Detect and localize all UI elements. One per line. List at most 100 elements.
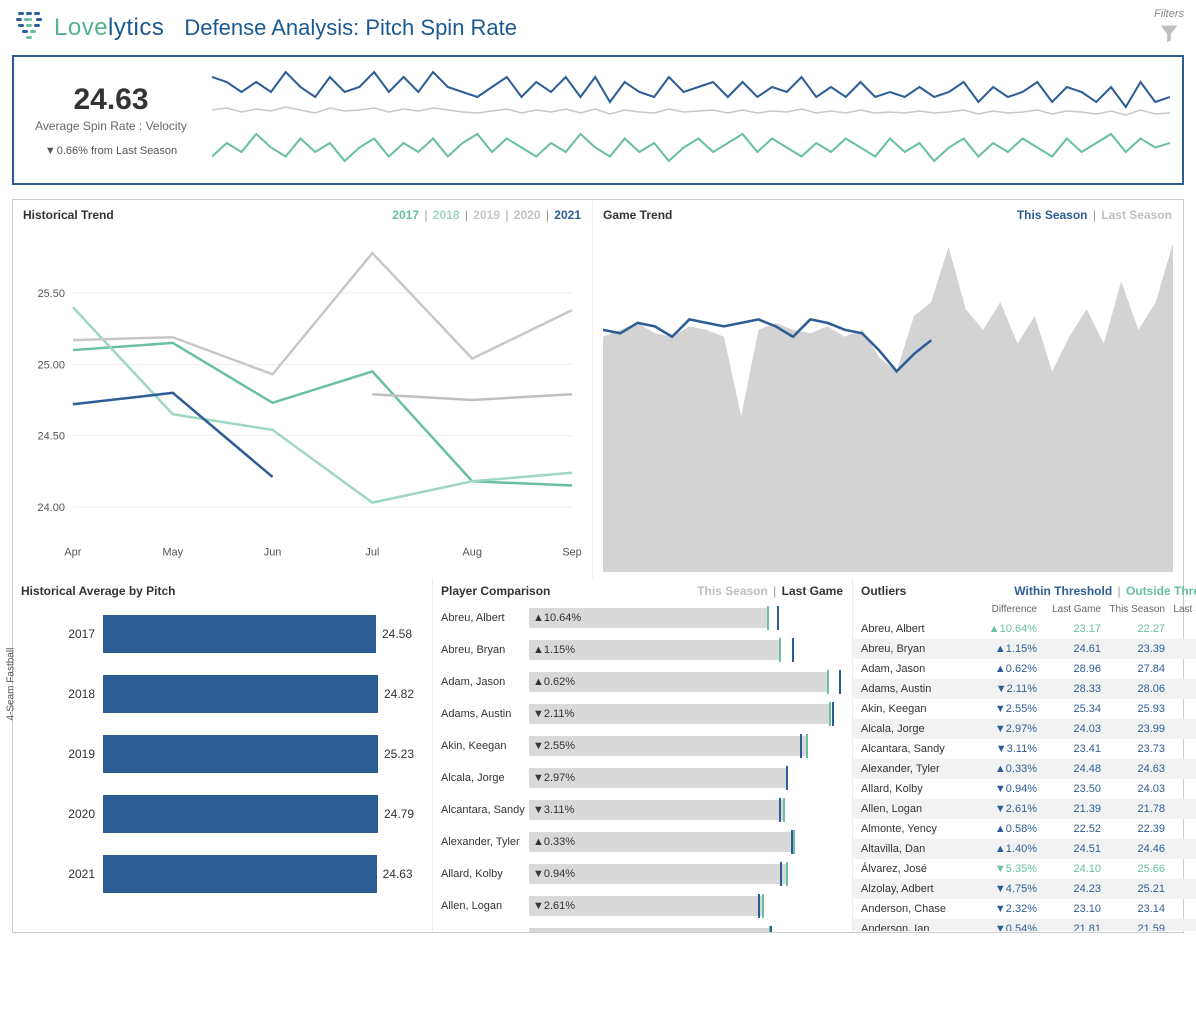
outlier-last-game: 28.33 <box>1037 683 1101 695</box>
outliers-table[interactable]: Abreu, Albert▲10.64%23.1722.2720.94Abreu… <box>853 619 1196 931</box>
outliers-row[interactable]: Alcantara, Sandy▼3.11%23.4123.7324.16 <box>853 739 1196 759</box>
outliers-row[interactable]: Adams, Austin▼2.11%28.3328.0628.94 <box>853 679 1196 699</box>
tick-this-season <box>783 798 785 822</box>
game-trend-title: Game Trend <box>603 208 672 222</box>
outlier-last-game: 24.61 <box>1037 643 1101 655</box>
outliers-row[interactable]: Alexander, Tyler▲0.33%24.4824.6324.40 <box>853 759 1196 779</box>
outlier-name: Alzolay, Adbert <box>861 883 971 895</box>
player-comparison-row[interactable]: Abreu, Bryan▲1.15% <box>441 634 850 666</box>
outliers-row[interactable]: Almonte, Yency▲0.58%22.5222.3922.39 <box>853 819 1196 839</box>
outlier-last-game: 25.34 <box>1037 703 1101 715</box>
player-comparison-row[interactable]: Allard, Kolby▼0.94% <box>441 858 850 890</box>
hist-bar-bar[interactable] <box>103 675 378 713</box>
historical-bar-rows: 201724.58201824.82201925.23202024.792021… <box>21 604 424 904</box>
player-name: Akin, Keegan <box>441 740 525 752</box>
legend-year-2021[interactable]: 2021 <box>554 208 581 222</box>
bottom-row: Historical Average by Pitch 4-Seam Fastb… <box>13 578 1183 932</box>
tick-last-game <box>791 830 793 854</box>
page-title: Defense Analysis: Pitch Spin Rate <box>184 15 517 41</box>
outlier-last-season: 23.72 <box>1165 783 1196 795</box>
hist-bar-row: 201724.58 <box>35 604 414 664</box>
historical-bar-axis-label: 4-Seam Fastball <box>6 648 17 721</box>
player-name: Adams, Austin <box>441 708 525 720</box>
legend-year-2019[interactable]: 2019 <box>473 208 500 222</box>
outlier-difference: ▲1.15% <box>971 643 1037 655</box>
hist-bar-bar[interactable] <box>103 615 376 653</box>
player-comparison-row[interactable]: Alcala, Jorge▼2.97% <box>441 762 850 794</box>
hist-bar-bar[interactable] <box>103 795 378 833</box>
tick-last-game <box>779 798 781 822</box>
hist-bar-bar[interactable] <box>103 855 377 893</box>
legend-last-season[interactable]: Last Season <box>1101 208 1172 222</box>
outlier-difference: ▲0.33% <box>971 763 1037 775</box>
outlier-last-game: 22.52 <box>1037 823 1101 835</box>
filters-button[interactable]: Filters <box>1154 8 1184 47</box>
outlier-name: Anderson, Chase <box>861 903 971 915</box>
legend-outside[interactable]: Outside Threshold <box>1126 584 1196 598</box>
player-comparison-row[interactable]: Abreu, Albert ▲10.64% <box>441 602 850 634</box>
legend-within[interactable]: Within Threshold <box>1014 584 1112 598</box>
outlier-this-season: 22.27 <box>1101 623 1165 635</box>
outliers-col-header: Last Game <box>1037 604 1101 615</box>
player-comparison-list[interactable]: Abreu, Albert▲10.64%Abreu, Bryan▲1.15%Ad… <box>433 602 852 932</box>
outliers-row[interactable]: Allen, Logan▼2.61%21.3921.7821.96 <box>853 799 1196 819</box>
kpi-sparkline-chart <box>212 65 1170 175</box>
legend-this-season[interactable]: This Season <box>697 584 768 598</box>
hist-bar-bar[interactable] <box>103 735 378 773</box>
player-comparison-row[interactable]: Almonte, Yency▲0.58% <box>441 922 850 932</box>
outlier-this-season: 21.78 <box>1101 803 1165 815</box>
outlier-difference: ▼2.55% <box>971 703 1037 715</box>
outlier-name: Alcantara, Sandy <box>861 743 971 755</box>
outlier-last-season: 24.17 <box>1165 843 1196 855</box>
outlier-difference: ▼0.94% <box>971 783 1037 795</box>
tick-this-season <box>767 606 769 630</box>
outliers-row[interactable]: Álvarez, José▼5.35%24.1025.6625.47 <box>853 859 1196 879</box>
legend-year-2018[interactable]: 2018 <box>433 208 460 222</box>
legend-year-2017[interactable]: 2017 <box>392 208 419 222</box>
hist-bar-value: 25.23 <box>384 747 414 761</box>
player-comparison-panel: Player Comparison This Season | Last Gam… <box>433 578 853 932</box>
outlier-this-season: 24.03 <box>1101 783 1165 795</box>
header: Lovelytics Defense Analysis: Pitch Spin … <box>12 8 1184 47</box>
hist-bar-year: 2017 <box>35 627 95 641</box>
svg-text:25.00: 25.00 <box>37 359 64 371</box>
tick-last-game <box>786 766 788 790</box>
outlier-last-season: 20.94 <box>1165 623 1196 635</box>
legend-year-2020[interactable]: 2020 <box>514 208 541 222</box>
outliers-row[interactable]: Anderson, Ian▼0.54%21.8121.5921.93 <box>853 919 1196 931</box>
tick-last-game <box>839 670 841 694</box>
legend-this-season[interactable]: This Season <box>1017 208 1088 222</box>
player-comparison-row[interactable]: Adam, Jason▲0.62% <box>441 666 850 698</box>
player-comparison-row[interactable]: Alexander, Tyler▲0.33% <box>441 826 850 858</box>
outliers-panel: Outliers Within Threshold | Outside Thre… <box>853 578 1196 932</box>
outliers-row[interactable]: Altavilla, Dan▲1.40%24.5124.4624.17 <box>853 839 1196 859</box>
outlier-last-season: 25.43 <box>1165 883 1196 895</box>
kpi-card: 24.63 Average Spin Rate : Velocity 0.66%… <box>12 55 1184 185</box>
player-name: Abreu, Albert <box>441 612 525 624</box>
outliers-row[interactable]: Abreu, Albert▲10.64%23.1722.2720.94 <box>853 619 1196 639</box>
player-comparison-row[interactable]: Allen, Logan▼2.61% <box>441 890 850 922</box>
player-comparison-row[interactable]: Adams, Austin▼2.11% <box>441 698 850 730</box>
player-comparison-legend: This Season | Last Game <box>696 584 844 598</box>
dashboard-grid: Historical Trend 2017 | 2018 | 2019 | 20… <box>12 199 1184 933</box>
outliers-row[interactable]: Alzolay, Adbert▼4.75%24.2325.2125.43 <box>853 879 1196 899</box>
player-bar: ▲10.64% <box>529 608 767 628</box>
legend-last-game[interactable]: Last Game <box>782 584 843 598</box>
outlier-this-season: 25.93 <box>1101 703 1165 715</box>
outlier-this-season: 25.21 <box>1101 883 1165 895</box>
player-comparison-row[interactable]: Akin, Keegan▼2.55% <box>441 730 850 762</box>
tick-last-game <box>832 702 834 726</box>
outliers-row[interactable]: Adam, Jason▲0.62%28.9627.8428.78 <box>853 659 1196 679</box>
outliers-row[interactable]: Alcala, Jorge▼2.97%24.0323.9924.77 <box>853 719 1196 739</box>
outlier-last-game: 24.03 <box>1037 723 1101 735</box>
outlier-name: Allen, Logan <box>861 803 971 815</box>
outliers-header: DifferenceLast GameThis SeasonLast Seaso… <box>853 602 1196 619</box>
outlier-last-season: 24.16 <box>1165 743 1196 755</box>
player-comparison-row[interactable]: Alcantara, Sandy▼3.11% <box>441 794 850 826</box>
player-name: Allard, Kolby <box>441 868 525 880</box>
outliers-row[interactable]: Allard, Kolby▼0.94%23.5024.0323.72 <box>853 779 1196 799</box>
outliers-row[interactable]: Abreu, Bryan▲1.15%24.6123.3924.33 <box>853 639 1196 659</box>
outliers-row[interactable]: Anderson, Chase▼2.32%23.1023.1423.65 <box>853 899 1196 919</box>
hist-bar-value: 24.82 <box>384 687 414 701</box>
outliers-row[interactable]: Akin, Keegan▼2.55%25.3425.9326.01 <box>853 699 1196 719</box>
